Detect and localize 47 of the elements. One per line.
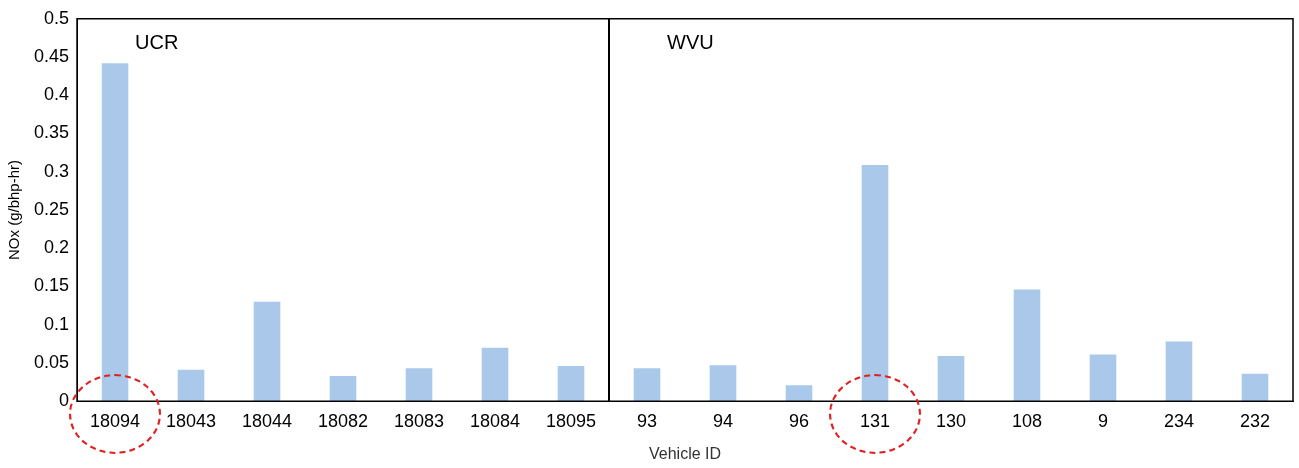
y-tick-label: 0.05 <box>33 351 70 372</box>
bar <box>633 368 661 402</box>
bar <box>557 366 585 402</box>
y-tick-label: 0.1 <box>44 313 70 334</box>
x-axis-title: Vehicle ID <box>648 444 722 462</box>
bar <box>329 375 357 402</box>
y-tick-label: 0.25 <box>33 198 70 219</box>
y-tick-label: 0.45 <box>33 46 70 67</box>
annotation: WVU <box>667 31 714 54</box>
y-tick-label: 0.5 <box>44 7 70 28</box>
bar <box>177 369 205 402</box>
bar <box>709 365 737 402</box>
x-tick-label: 131 <box>859 410 891 431</box>
y-tick-label: 0 <box>59 390 70 411</box>
x-tick-label: 18083 <box>393 410 445 431</box>
x-tick-label: 9 <box>1098 410 1109 431</box>
x-tick-label: 18082 <box>317 410 369 431</box>
x-tick-label: 232 <box>1239 410 1271 431</box>
bar <box>1241 373 1269 402</box>
y-tick-label: 0.4 <box>44 84 70 105</box>
x-tick-label: 18043 <box>166 410 217 431</box>
x-tick-label: 18095 <box>545 410 597 431</box>
bar <box>1165 341 1193 402</box>
x-tick-label: 96 <box>789 410 810 431</box>
y-tick-label: 0.2 <box>44 237 70 258</box>
bar <box>253 301 281 402</box>
x-tick-label: 94 <box>713 410 734 431</box>
x-tick-label: 18094 <box>90 410 141 431</box>
bar <box>481 347 509 402</box>
annotation: UCR <box>135 31 179 54</box>
bar <box>405 368 433 402</box>
x-tick-label: 18044 <box>242 410 293 431</box>
bar <box>1013 289 1041 402</box>
x-tick-label: 18084 <box>469 410 521 431</box>
y-axis-title: NOx (g/bhp-hr) <box>5 159 23 261</box>
y-tick-label: 0.15 <box>33 275 70 296</box>
y-tick-label: 0.3 <box>44 160 70 181</box>
bar <box>861 164 889 402</box>
bar <box>785 385 813 402</box>
x-tick-label: 234 <box>1163 410 1195 431</box>
bar <box>1089 354 1117 402</box>
x-tick-label: 130 <box>935 410 967 431</box>
x-tick-label: 93 <box>637 410 658 431</box>
bar <box>101 63 129 402</box>
x-tick-label: 108 <box>1011 410 1043 431</box>
bar <box>937 356 965 402</box>
y-tick-label: 0.35 <box>33 122 70 143</box>
